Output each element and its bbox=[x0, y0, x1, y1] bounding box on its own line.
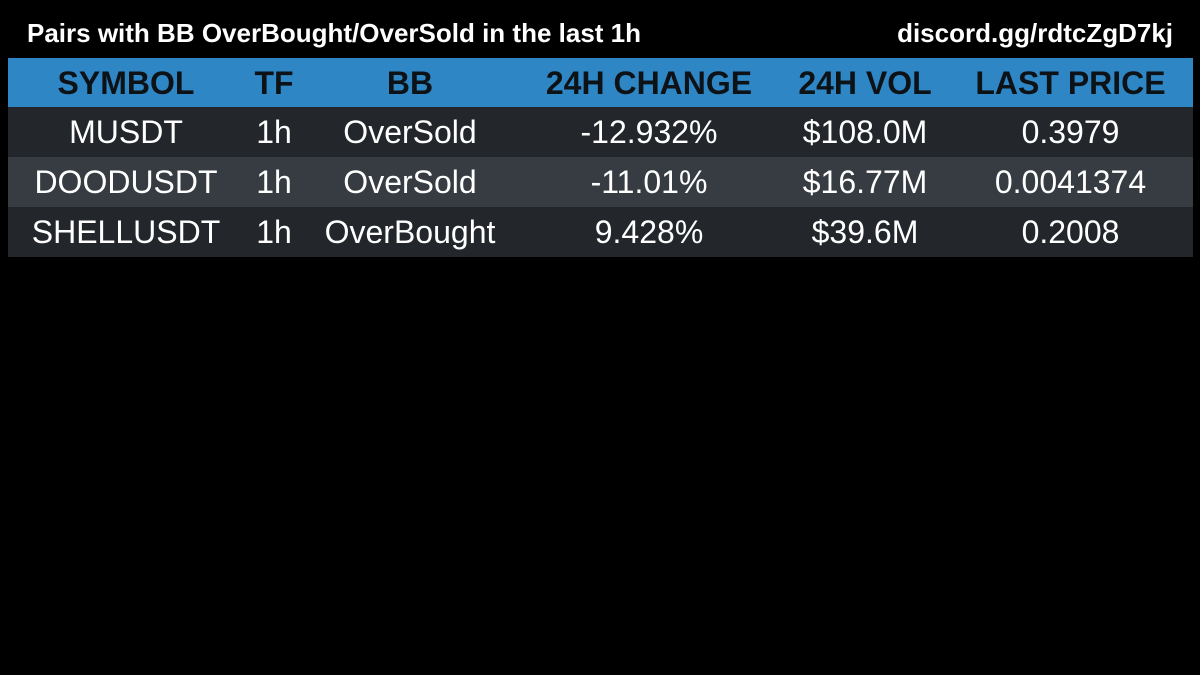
cell-last-price: 0.0041374 bbox=[994, 164, 1147, 200]
top-bar: Pairs with BB OverBought/OverSold in the… bbox=[0, 0, 1200, 58]
cell-bb: OverBought bbox=[324, 214, 496, 250]
discord-link[interactable]: discord.gg/rdtcZgD7kj bbox=[897, 18, 1173, 48]
table-row[interactable]: MUSDT 1h OverSold -12.932% $108.0M 0.397… bbox=[8, 107, 1193, 157]
table-header-row: SYMBOL TF BB 24H CHANGE 24H VOL LAST PRI… bbox=[8, 58, 1193, 107]
column-header-last-price[interactable]: LAST PRICE bbox=[975, 64, 1166, 101]
cell-tf: 1h bbox=[256, 214, 292, 250]
cell-tf: 1h bbox=[256, 114, 292, 150]
cell-symbol: MUSDT bbox=[69, 114, 183, 150]
cell-symbol: DOODUSDT bbox=[34, 164, 218, 200]
column-header-24h-vol[interactable]: 24H VOL bbox=[798, 64, 932, 101]
cell-24h-change: 9.428% bbox=[594, 214, 704, 250]
cell-tf: 1h bbox=[256, 164, 292, 200]
column-header-24h-change[interactable]: 24H CHANGE bbox=[545, 64, 753, 101]
cell-24h-vol: $16.77M bbox=[802, 164, 928, 200]
table-row[interactable]: DOODUSDT 1h OverSold -11.01% $16.77M 0.0… bbox=[8, 157, 1193, 207]
cell-last-price: 0.3979 bbox=[1021, 114, 1120, 150]
cell-24h-vol: $108.0M bbox=[802, 114, 928, 150]
cell-last-price: 0.2008 bbox=[1021, 214, 1120, 250]
column-header-bb[interactable]: BB bbox=[386, 64, 434, 101]
pairs-table: SYMBOL TF BB 24H CHANGE 24H VOL LAST PRI… bbox=[8, 58, 1193, 257]
cell-symbol: SHELLUSDT bbox=[31, 214, 221, 250]
column-header-symbol[interactable]: SYMBOL bbox=[57, 64, 195, 101]
cell-bb: OverSold bbox=[343, 114, 477, 150]
cell-24h-vol: $39.6M bbox=[811, 214, 919, 250]
cell-24h-change: -11.01% bbox=[590, 164, 708, 200]
column-header-tf[interactable]: TF bbox=[254, 64, 294, 101]
page-title: Pairs with BB OverBought/OverSold in the… bbox=[27, 18, 641, 48]
cell-bb: OverSold bbox=[343, 164, 477, 200]
cell-24h-change: -12.932% bbox=[580, 114, 718, 150]
table-row[interactable]: SHELLUSDT 1h OverBought 9.428% $39.6M 0.… bbox=[8, 207, 1193, 257]
